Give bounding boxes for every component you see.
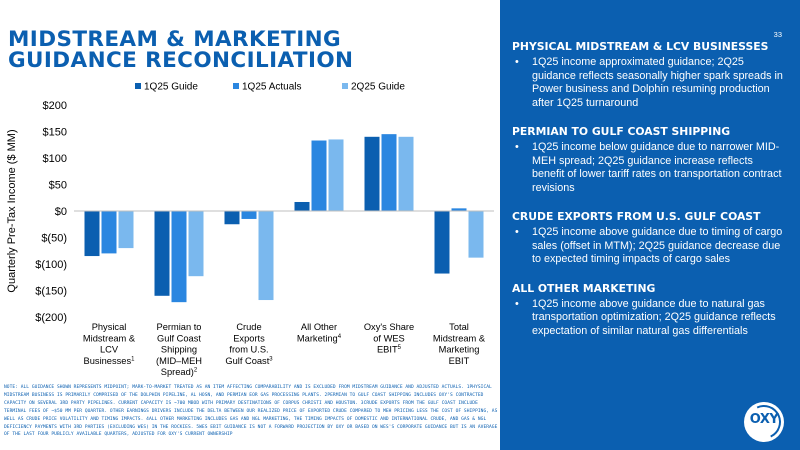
x-tick-label: Oxy's Share of WES EBIT5	[364, 322, 414, 355]
oxy-logo: OXY	[742, 400, 786, 444]
legend-swatch	[233, 83, 239, 89]
commentary-sections: PHYSICAL MIDSTREAM & LCV BUSINESSES • 1Q25…	[512, 40, 784, 353]
bullet-icon: •	[515, 297, 519, 310]
bullet-icon: •	[515, 141, 519, 153]
bar	[101, 211, 117, 254]
x-tick-label: Permian to Gulf Coast Shipping (MID–MEH Spre…	[156, 322, 202, 377]
bar	[328, 139, 344, 211]
bar	[364, 136, 380, 211]
y-tick-label: $150	[43, 127, 67, 139]
bar	[311, 140, 327, 211]
commentary-section: PERMIAN TO GULF COAST SHIPPING • 1Q25 inco…	[512, 125, 784, 195]
bullet-text: 1Q25 income below guidance due to narrow…	[532, 141, 782, 194]
commentary-section: PHYSICAL MIDSTREAM & LCV BUSINESSES • 1Q25…	[512, 40, 784, 110]
bar	[118, 211, 134, 249]
y-axis-label: Quarterly Pre-Tax Income ($ MM)	[6, 129, 18, 292]
logo-text: OXY	[749, 412, 779, 427]
right-panel: 33 PHYSICAL MIDSTREAM & LCV BUSINESSES • 1…	[500, 0, 800, 450]
y-tick-label: $0	[55, 206, 67, 218]
y-tick-label: $(200)	[35, 312, 67, 324]
y-tick-label: $100	[43, 153, 67, 165]
bullet-text: 1Q25 income above guidance due to natura…	[532, 297, 776, 337]
section-heading: PERMIAN TO GULF COAST SHIPPING	[512, 125, 731, 138]
bullet-icon: •	[515, 226, 519, 238]
bar	[468, 211, 484, 258]
section-heading: PHYSICAL MIDSTREAM & LCV BUSINESSES	[512, 40, 769, 53]
title-line-1: MIDSTREAM & MARKETING	[8, 27, 342, 52]
y-tick-label: $(50)	[41, 233, 67, 245]
bar	[451, 208, 467, 211]
legend-swatch	[342, 83, 348, 89]
section-heading: CRUDE EXPORTS FROM U.S. GULF COAST	[512, 210, 761, 223]
commentary-section: CRUDE EXPORTS FROM U.S. GULF COAST • 1Q25 …	[512, 210, 784, 267]
y-tick-label: $(100)	[35, 259, 67, 271]
bullet-item: • 1Q25 income above guidance due to timin…	[512, 226, 784, 267]
y-tick-label: $(150)	[35, 286, 67, 298]
bar	[171, 211, 187, 303]
bullet-icon: •	[515, 56, 519, 68]
chart-area: Quarterly Pre-Tax Income ($ MM) $200 $150 $…	[0, 78, 500, 384]
bullet-text: 1Q25 income approximated guidance; 2Q25 …	[532, 56, 783, 109]
bar	[294, 201, 310, 211]
commentary-section: ALL OTHER MARKETING • 1Q25 income above gu…	[512, 282, 784, 339]
section-heading: ALL OTHER MARKETING	[512, 281, 656, 295]
bullet-item: • 1Q25 income approximated guidance; 2Q25…	[512, 56, 784, 110]
bar	[84, 211, 100, 257]
y-tick-label: $50	[49, 180, 67, 192]
bullet-item: • 1Q25 income above guidance due to natur…	[512, 298, 784, 339]
bar	[241, 211, 257, 219]
bar	[224, 211, 240, 225]
page-title: MIDSTREAM & MARKETING GUIDANCE RECONCILI…	[8, 27, 508, 73]
page-number: 33	[773, 30, 782, 39]
bar	[154, 211, 170, 296]
x-tick-label: Physical Midstream & LCV Businesses1	[83, 322, 136, 366]
bar-chart: Quarterly Pre-Tax Income ($ MM) $200 $150 $…	[6, 82, 494, 377]
legend-label: 2Q25 Guide	[351, 82, 405, 93]
bullet-item: • 1Q25 income below guidance due to narro…	[512, 141, 784, 195]
legend-label: 1Q25 Guide	[144, 82, 198, 93]
bar	[381, 134, 397, 211]
x-tick-label: Total Midstream & Marketing EBIT	[433, 322, 486, 366]
bar	[188, 211, 204, 277]
footnote: Note: All guidance shown represents midp…	[4, 385, 498, 438]
bar	[434, 211, 450, 274]
bullet-text: 1Q25 income above guidance due to timing…	[532, 226, 783, 265]
bar	[398, 136, 414, 211]
y-tick-label: $200	[43, 100, 67, 112]
title-line-2: GUIDANCE RECONCILIATION	[8, 48, 354, 73]
bar	[258, 211, 274, 301]
x-tick-label: All Other Marketing4	[297, 322, 342, 343]
legend-label: 1Q25 Actuals	[242, 82, 301, 93]
x-tick-label: Crude Exports from U.S. Gulf Coast3	[225, 322, 273, 366]
legend-swatch	[135, 83, 141, 89]
